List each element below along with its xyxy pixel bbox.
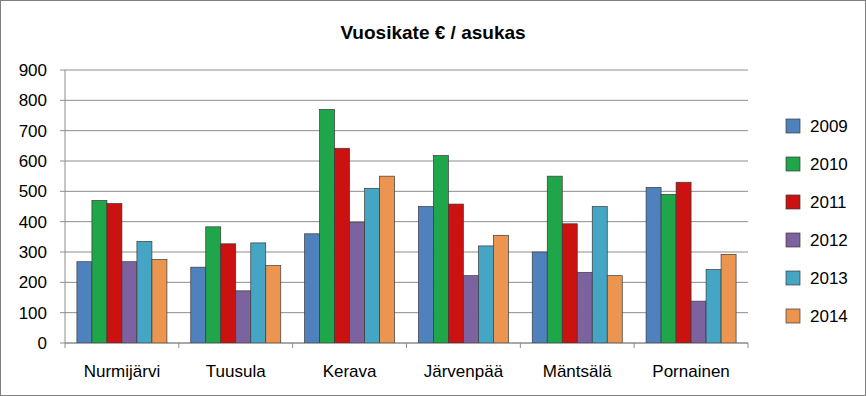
x-tick-mark — [65, 343, 66, 348]
grid-line — [65, 130, 748, 131]
x-tick-label: Mäntsälä — [543, 362, 613, 381]
legend-swatch — [786, 309, 800, 323]
y-tick-label: 800 — [19, 91, 47, 110]
x-tick-mark — [520, 343, 521, 348]
bar — [107, 203, 122, 343]
legend-label: 2009 — [810, 117, 848, 136]
bar — [676, 182, 691, 343]
x-tick-mark — [634, 343, 635, 348]
bar — [418, 207, 433, 344]
x-tick-mark — [748, 343, 749, 348]
bar — [365, 188, 380, 343]
grid-line — [65, 312, 748, 313]
grid-line — [65, 100, 748, 101]
bar — [661, 194, 676, 343]
legend-label: 2012 — [810, 231, 848, 250]
title: Vuosikate € / asukas — [340, 22, 525, 43]
legend-label: 2011 — [810, 193, 847, 212]
chart-frame — [1, 1, 866, 396]
y-axis — [65, 70, 66, 343]
bar — [380, 176, 395, 343]
y-tick-label: 500 — [19, 182, 47, 201]
x-tick-label: Kerava — [323, 362, 377, 381]
bar — [463, 276, 478, 343]
grid-line — [65, 70, 748, 71]
grid-line — [65, 282, 748, 283]
tick-mark — [60, 161, 65, 162]
chart: Vuosikate € / asukas 0 100 200 300 400 500 600 7… — [0, 0, 866, 396]
x-tick-label: Tuusula — [206, 362, 266, 381]
bar — [92, 200, 107, 343]
bar — [335, 148, 350, 343]
bar — [577, 272, 592, 343]
y-tick-label: 0 — [38, 334, 47, 353]
tick-mark — [60, 70, 65, 71]
bar — [305, 234, 320, 343]
legend-swatch — [786, 119, 800, 133]
bar — [77, 262, 92, 343]
tick-mark — [60, 130, 65, 131]
bar — [137, 241, 152, 343]
legend-swatch — [786, 195, 800, 209]
bar — [607, 276, 622, 343]
x-tick-mark — [406, 343, 407, 348]
bar — [547, 176, 562, 343]
bar — [592, 207, 607, 344]
bar — [691, 301, 706, 343]
tick-mark — [60, 221, 65, 222]
bar — [152, 260, 167, 343]
y-tick-label: 700 — [19, 122, 47, 141]
x-tick-mark — [178, 343, 179, 348]
y-tick-label: 600 — [19, 152, 47, 171]
legend-label: 2014 — [810, 307, 848, 326]
bar — [532, 252, 547, 343]
bar — [478, 246, 493, 343]
x-tick-label: Pornainen — [652, 362, 730, 381]
grid-line — [65, 252, 748, 253]
grid-line — [65, 191, 748, 192]
legend-label: 2010 — [810, 155, 848, 174]
tick-mark — [60, 252, 65, 253]
x-tick-mark — [292, 343, 293, 348]
legend-swatch — [786, 157, 800, 171]
bar — [721, 254, 736, 343]
bar — [206, 227, 221, 343]
bar — [320, 109, 335, 343]
tick-mark — [60, 343, 65, 344]
grid-line — [65, 221, 748, 222]
bar — [221, 244, 236, 343]
bar — [562, 224, 577, 343]
legend-swatch — [786, 233, 800, 247]
bar — [191, 267, 206, 343]
bars — [77, 109, 736, 343]
bar — [706, 270, 721, 343]
bar — [266, 266, 281, 343]
tick-mark — [60, 312, 65, 313]
y-tick-label: 200 — [19, 273, 47, 292]
grid-line — [65, 161, 748, 162]
bar — [646, 187, 661, 343]
legend-swatch — [786, 271, 800, 285]
bar — [350, 222, 365, 343]
x-tick-label: Järvenpää — [424, 362, 504, 381]
y-tick-label: 900 — [19, 61, 47, 80]
legend: 2009 2010 2011 2012 2013 2014 — [786, 117, 848, 326]
legend-label: 2013 — [810, 269, 848, 288]
bar — [122, 262, 137, 343]
bar — [251, 243, 266, 343]
bar — [493, 235, 508, 343]
bar — [236, 291, 251, 343]
bar — [433, 156, 448, 343]
bar — [448, 204, 463, 343]
tick-mark — [60, 100, 65, 101]
y-tick-label: 400 — [19, 213, 47, 232]
tick-mark — [60, 282, 65, 283]
x-tick-label: Nurmijärvi — [84, 362, 161, 381]
tick-mark — [60, 191, 65, 192]
y-tick-label: 100 — [19, 304, 47, 323]
y-tick-label: 300 — [19, 243, 47, 262]
